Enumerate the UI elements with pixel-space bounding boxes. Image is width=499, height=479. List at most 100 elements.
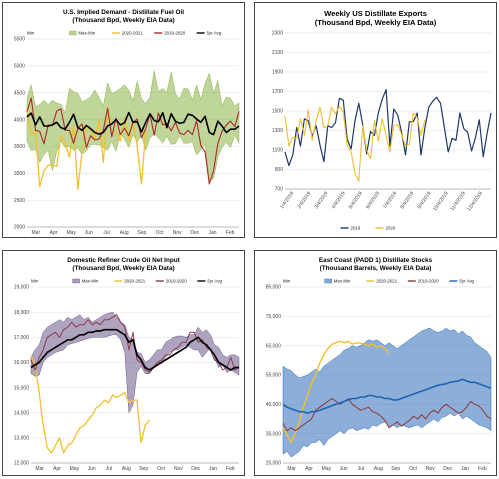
y-tick-label: 1900 [272,70,283,76]
legend-label: 5yr Avg [207,279,222,284]
x-tick-label: Dec [443,466,452,472]
legend-label: Min [27,31,35,36]
x-tick-label: May [66,230,76,236]
legend-label: Min [31,279,39,284]
y-tick-label: 85,000 [266,285,282,291]
legend: Min Max-Min 2020-2021 2019-2020 5yr Avg [283,279,475,284]
legend-label: 2019 [351,226,361,231]
x-tick-label: Apr [53,466,61,472]
p4-svg: East Coast (PADD 1) Distillate Stocks(Th… [266,257,492,472]
y-tick-label: 19,000 [14,285,30,291]
p2-svg: Weekly US Distillate Exports(Thousand Bp… [272,9,492,231]
p3-svg: Domestic Refiner Crude Oil Net Input(Tho… [14,257,240,472]
max-min-band [282,327,492,458]
x-tick-label: 1/4/2019 [279,191,295,211]
y-tick-label: 2300 [272,31,283,37]
x-tick-label: Jan [209,466,217,472]
x-tick-label: 5/4/2019 [348,191,364,211]
chart-subtitle: (Thousand Bpd, Weekly EIA Data) [72,265,174,272]
chart-subtitle: (Thousand Bpd, Weekly EIA Data) [315,18,437,27]
y-tick-label: 4500 [14,90,25,96]
y-tick-label: 900 [275,167,284,173]
x-tick-label: Oct [156,230,164,236]
y-tick-label: 5500 [14,37,25,43]
legend-label: 2020 [386,226,396,231]
x-tick-label: Sep [137,230,146,236]
series-line-1 [284,89,492,167]
x-tick-label: 2/4/2019 [296,191,312,211]
x-tick-label: 11/4/2019 [449,191,467,213]
x-tick-label: Dec [190,230,199,236]
y-tick-label: 12,000 [14,461,30,467]
chart-title: Weekly US Distillate Exports [324,9,427,18]
x-tick-label: Jun [85,230,93,236]
y-tick-label: 16,000 [14,360,30,366]
chart-title: U.S. Implied Demand - Distillate Fuel Oi… [63,9,184,16]
x-tick-label: Jul [103,230,109,236]
x-tick-label: Aug [374,466,383,472]
x-tick-label: Mar [287,466,296,472]
x-tick-label: 12/4/2019 [466,191,484,213]
chart-subtitle: (Thousand Barrels, Weekly EIA Data) [320,265,432,272]
legend-label: 5yr Avg [207,31,222,36]
x-tick-label: Nov [426,466,435,472]
legend-swatch [72,278,80,284]
legend-label: Min [283,279,291,284]
x-tick-label: 8/4/2019 [399,191,415,211]
x-tick-label: Oct [409,466,417,472]
x-tick-label: Mar [32,230,41,236]
x-tick-label: Nov [174,466,183,472]
x-tick-label: 9/4/2019 [416,191,432,211]
series-line-1 [30,355,150,454]
series-line-2 [284,105,426,182]
y-tick-label: 4000 [14,117,25,123]
x-tick-label: Apr [50,230,58,236]
chart-title: East Coast (PADD 1) Distillate Stocks [319,257,433,264]
x-tick-label: May [322,466,332,472]
y-tick-label: 55,000 [266,373,282,379]
stocks-chart-panel: East Coast (PADD 1) Distillate Stocks (Th… [254,250,497,476]
x-tick-label: Feb [478,466,487,472]
legend-label: Max-Min [334,279,351,284]
x-tick-label: Sep [139,466,148,472]
x-axis: 1/4/2019 2/4/2019 3/4/2019 4/4/2019 5/4/2019… [279,191,484,213]
legend-label: 2019-2020 [418,279,440,284]
y-tick-label: 45,000 [266,402,282,408]
x-tick-label: 4/4/2019 [331,191,347,211]
x-tick-label: Nov [173,230,182,236]
x-tick-label: Jun [340,466,348,472]
y-tick-label: 3500 [14,144,25,150]
y-tick-label: 1100 [272,148,283,154]
x-tick-label: Oct [157,466,165,472]
x-tick-label: Jul [358,466,364,472]
legend-label: 2019-2020 [166,279,188,284]
y-tick-label: 75,000 [266,314,282,320]
y-tick-label: 18,000 [14,310,30,316]
y-tick-label: 15,000 [14,385,30,391]
legend-label: 5yr Avg [459,279,474,284]
legend: 2019 2020 [340,226,396,231]
x-tick-label: Jan [208,230,216,236]
y-tick-label: 65,000 [266,343,282,349]
x-tick-label: Dec [191,466,200,472]
x-axis: Mar Apr May Jun Jul Aug Sep Oct Nov Dec Jan Feb [35,466,235,472]
y-tick-label: 2500 [14,198,25,204]
legend-label: 2020-2021 [122,31,144,36]
x-tick-label: 6/4/2019 [365,191,381,211]
x-tick-label: 3/4/2019 [313,191,329,211]
x-tick-label: Aug [120,230,129,236]
x-tick-label: Sep [391,466,400,472]
refiner-input-chart-panel: Domestic Refiner Crude Oil Net Input (Tho… [2,250,245,476]
x-tick-label: Jul [106,466,112,472]
y-tick-label: 13,000 [14,436,30,442]
legend: Min Max-Min 2020-2021 2019-2020 5yr Avg [31,279,223,284]
x-tick-label: Feb [226,230,235,236]
x-tick-label: Aug [122,466,131,472]
series-line-3 [30,328,239,371]
x-tick-label: 10/4/2019 [432,191,450,213]
y-tick-label: 1700 [272,89,283,95]
series-line-1 [282,340,390,444]
legend-label: 2019-2020 [164,31,186,36]
max-min-band [30,311,240,414]
legend-label: Max-Min [82,279,99,284]
